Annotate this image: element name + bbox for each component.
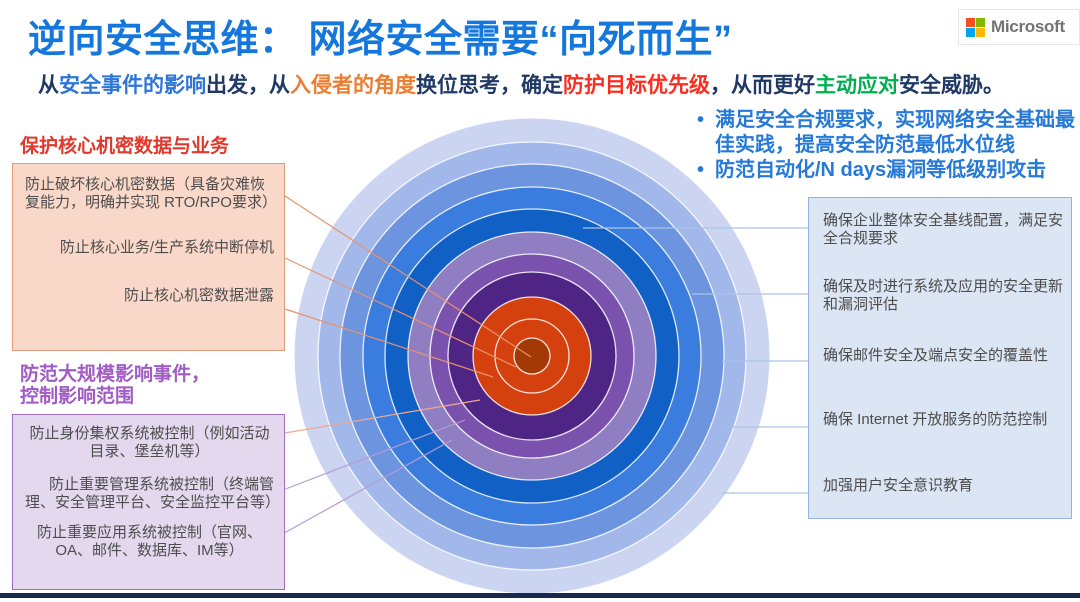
list-item: 防止重要应用系统被控制（官网、OA、邮件、数据库、IM等） — [36, 524, 262, 560]
microsoft-logo-icon — [966, 17, 985, 37]
list-item: 确保企业整体安全基线配置，满足安全合规要求 — [823, 212, 1064, 248]
list-item: 防止身份集权系统被控制（例如活动目录、堡垒机等） — [29, 425, 270, 461]
list-item: 确保邮件安全及端点安全的覆盖性 — [823, 347, 1049, 365]
ring — [494, 318, 570, 394]
logo-square-green — [976, 17, 985, 27]
subtitle-segment: 主动应对 — [815, 74, 899, 97]
bottom-bar — [0, 593, 1080, 598]
ring — [362, 186, 702, 526]
subtitle-segment: ，从而更好 — [710, 74, 815, 97]
subtitle-segment: 出发，从 — [206, 74, 290, 97]
list-item: 确保 Internet 开放服务的防范控制 — [823, 411, 1048, 429]
controls-box: 确保企业整体安全基线配置，满足安全合规要求 确保及时进行系统及应用的安全更新和漏洞… — [808, 197, 1072, 519]
subtitle-segment: 安全事件的影响 — [59, 74, 206, 97]
list-item: 防止核心业务/生产系统中断停机 — [59, 238, 274, 256]
ring — [293, 117, 771, 595]
ring — [407, 231, 657, 481]
subtitle: 从安全事件的影响出发，从入侵者的角度换位思考，确定防护目标优先级，从而更好主动应… — [38, 69, 1004, 99]
ring — [317, 141, 747, 571]
logo-square-yellow — [976, 27, 985, 37]
list-item: 防止核心机密数据泄露 — [123, 286, 274, 304]
connector-line — [284, 195, 532, 358]
microsoft-logo-text: Microsoft — [991, 17, 1065, 36]
protect-section-heading: 保护核心机密数据与业务 — [20, 136, 230, 157]
microsoft-logo: Microsoft — [958, 9, 1080, 45]
subtitle-segment: 防护目标优先级 — [563, 74, 710, 97]
ring — [429, 253, 635, 459]
list-item: 防止破坏核心机密数据（具备灾难恢复能力，明确并实现 RTO/RPO要求） — [25, 176, 277, 212]
connector-line — [276, 439, 453, 538]
connector-line — [284, 308, 494, 378]
logo-square-blue — [966, 27, 975, 37]
list-item: 防止重要管理系统被控制（终端管理、安全管理平台、安全监控平台等） — [25, 475, 281, 511]
subtitle-segment: 安全威胁。 — [899, 74, 1004, 97]
goals-list: 满足安全合规要求，实现网络安全基础最佳实践，提高安全防范最低水位线防范自动化/N… — [693, 108, 1080, 183]
subtitle-segment: 换位思考，确定 — [416, 74, 563, 97]
subtitle-segment: 从 — [38, 74, 59, 97]
ring — [339, 163, 725, 549]
protect-items-box: 防止破坏核心机密数据（具备灾难恢复能力，明确并实现 RTO/RPO要求） 防止核心… — [12, 163, 285, 351]
list-item: 确保及时进行系统及应用的安全更新和漏洞评估 — [823, 277, 1064, 313]
ring — [513, 337, 551, 375]
page-title: 逆向安全思维： 网络安全需要“向死而生” — [28, 19, 733, 61]
ring — [384, 208, 680, 504]
goal-bullet: 满足安全合规要求，实现网络安全基础最佳实践，提高安全防范最低水位线 — [693, 108, 1080, 158]
goal-bullet: 防范自动化/N days漏洞等低级别攻击 — [693, 158, 1080, 183]
ring — [472, 296, 592, 416]
subtitle-segment: 入侵者的角度 — [290, 74, 416, 97]
logo-square-red — [966, 17, 975, 27]
ring — [447, 271, 617, 441]
connector-line — [282, 419, 466, 491]
contain-items-box: 防止身份集权系统被控制（例如活动目录、堡垒机等） 防止重要管理系统被控制（终端管理… — [12, 414, 285, 590]
contain-section-heading: 防范大规模影响事件， 控制影响范围 — [20, 364, 211, 408]
list-item: 加强用户安全意识教育 — [823, 476, 974, 494]
connector-line — [284, 399, 481, 434]
connector-line — [284, 257, 517, 368]
